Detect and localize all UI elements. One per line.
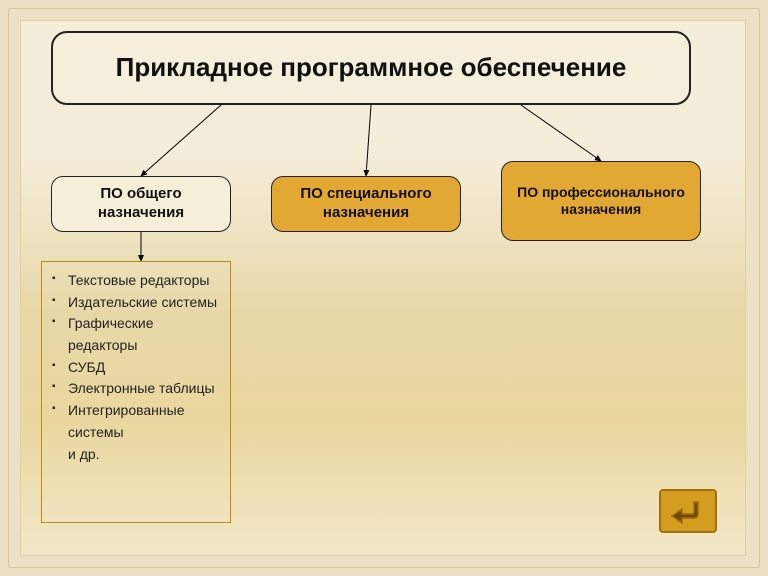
root-node: Прикладное программное обеспечение <box>51 31 691 105</box>
node-special-label: ПО специального назначения <box>278 185 454 223</box>
return-arrow-icon <box>668 496 708 526</box>
list-item: Текстовые редакторы <box>62 270 224 292</box>
node-professional[interactable]: ПО профессионального назначения <box>501 161 701 241</box>
general-list-box: Текстовые редакторыИздательские системыГ… <box>41 261 231 523</box>
node-professional-label: ПО профессионального назначения <box>508 184 694 219</box>
node-special[interactable]: ПО специального назначения <box>271 176 461 232</box>
list-item: Интегрированные системы <box>62 400 224 443</box>
list-item: Издательские системы <box>62 292 224 314</box>
slide-panel: Прикладное программное обеспечение ПО об… <box>20 20 746 556</box>
list-item: СУБД <box>62 357 224 379</box>
general-list-trailing: и др. <box>48 444 224 466</box>
list-item: Электронные таблицы <box>62 378 224 400</box>
return-button[interactable] <box>659 489 717 533</box>
list-item: Графические редакторы <box>62 313 224 356</box>
node-general-label: ПО общего назначения <box>58 185 224 223</box>
general-list: Текстовые редакторыИздательские системыГ… <box>48 270 224 444</box>
root-label: Прикладное программное обеспечение <box>116 53 627 83</box>
node-general: ПО общего назначения <box>51 176 231 232</box>
